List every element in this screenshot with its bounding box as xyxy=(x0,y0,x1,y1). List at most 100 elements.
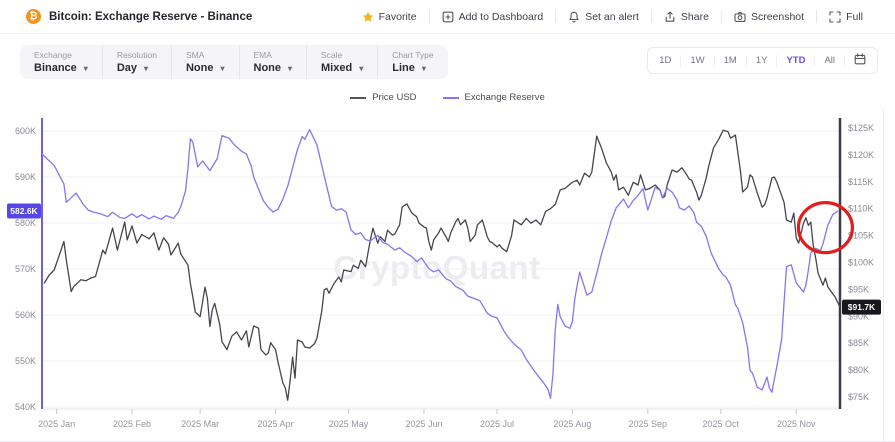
action-label: Add to Dashboard xyxy=(458,10,544,23)
header-bar: ₿ Bitcoin: Exchange Reserve - Binance Fa… xyxy=(0,0,895,34)
annotation-circle xyxy=(796,201,855,255)
legend-swatch xyxy=(350,96,367,99)
price-current-badge xyxy=(842,299,881,315)
chevron-down-icon: ▾ xyxy=(359,63,364,73)
legend-swatch xyxy=(442,96,459,99)
left-axis-tick-label: 550K xyxy=(15,356,36,366)
x-axis-tick-label: 2025 Jan xyxy=(38,419,75,429)
x-axis-tick-label: 2025 May xyxy=(329,419,369,429)
range-separator xyxy=(844,54,845,67)
left-axis-tick-label: 580K xyxy=(15,218,36,228)
bell-icon xyxy=(568,11,580,23)
selector-sma[interactable]: SMA None ▾ xyxy=(172,45,240,79)
range-separator xyxy=(680,54,682,67)
right-axis-tick-label: $100K xyxy=(848,258,874,268)
right-axis-tick-label: $125K xyxy=(848,123,874,133)
legend-item-exchange-reserve[interactable]: Exchange Reserve xyxy=(442,92,545,103)
x-axis-tick-label: 2025 Jun xyxy=(405,419,442,429)
calendar-button[interactable] xyxy=(845,48,875,73)
range-all[interactable]: All xyxy=(815,48,844,73)
chart-settings-toolbar: Exchange Binance ▾ Resolution Day ▾ SMA None ▾ EM… xyxy=(20,45,448,79)
selector-label: Resolution xyxy=(116,50,157,60)
left-axis-tick-label: 600K xyxy=(15,126,36,136)
action-separator xyxy=(650,10,652,23)
selector-label: Exchange xyxy=(34,50,72,60)
action-label: Share xyxy=(680,10,709,23)
chevron-down-icon: ▾ xyxy=(421,63,426,73)
range-separator xyxy=(713,54,715,67)
range-separator xyxy=(814,54,816,67)
selector-label: Scale xyxy=(321,50,343,60)
action-screenshot[interactable]: Screenshot xyxy=(722,11,816,23)
left-axis-tick-label: 540K xyxy=(15,402,36,412)
action-label: Screenshot xyxy=(750,10,805,23)
star-icon xyxy=(362,11,374,23)
x-axis-tick-label: 2025 Feb xyxy=(113,419,151,429)
action-label: Full xyxy=(846,10,863,23)
fullscreen-icon xyxy=(829,10,841,23)
right-axis-tick-label: $80K xyxy=(848,365,869,375)
action-label: Favorite xyxy=(378,10,417,23)
dashboard-add-icon xyxy=(442,11,454,23)
reserve-current-badge xyxy=(7,203,41,219)
action-separator xyxy=(720,10,722,23)
range-1m[interactable]: 1M xyxy=(715,48,746,73)
legend-item-price-usd[interactable]: Price USD xyxy=(350,92,417,103)
action-full[interactable]: Full xyxy=(817,11,875,23)
range-separator xyxy=(776,54,778,67)
share-icon xyxy=(664,10,676,23)
action-share[interactable]: Share xyxy=(652,11,721,23)
selector-value: Day xyxy=(116,62,137,74)
chevron-down-icon: ▾ xyxy=(144,63,149,73)
card-right-edge xyxy=(883,108,884,442)
action-set-alert[interactable]: Set an alert xyxy=(556,11,651,23)
x-axis-tick-label: 2025 Jul xyxy=(480,419,514,429)
price-current-value: $91.7K xyxy=(848,302,876,312)
action-favorite[interactable]: Favorite xyxy=(350,11,429,23)
camera-icon xyxy=(734,11,746,23)
x-axis-tick-label: 2025 Mar xyxy=(181,419,219,429)
selector-label: Chart Type xyxy=(392,50,434,60)
chart-legend: Price USD Exchange Reserve xyxy=(0,92,895,103)
left-axis-tick-label: 590K xyxy=(15,172,36,182)
action-add-to-dashboard[interactable]: Add to Dashboard xyxy=(430,11,556,23)
bitcoin-icon: ₿ xyxy=(26,9,41,24)
legend-label: Exchange Reserve xyxy=(464,92,545,103)
reserve-current-value: 582.6K xyxy=(10,206,38,216)
range-1d[interactable]: 1D xyxy=(650,48,680,73)
selector-chart-type[interactable]: Chart Type Line ▾ xyxy=(378,45,447,79)
time-range-toolbar: 1D 1W 1M 1Y YTD All xyxy=(647,47,878,74)
right-axis-tick-label: $115K xyxy=(848,177,873,187)
selector-ema[interactable]: EMA None ▾ xyxy=(240,45,308,79)
x-axis-tick-label: 2025 Nov xyxy=(777,419,816,429)
header-actions: Favorite Add to Dashboard Set an alert Shar… xyxy=(350,10,875,23)
selector-value: Line xyxy=(392,62,415,74)
x-axis-tick-label: 2025 Apr xyxy=(258,419,294,429)
right-axis-tick-label: $120K xyxy=(848,150,874,160)
range-1y[interactable]: 1Y xyxy=(747,48,777,73)
selector-exchange[interactable]: Exchange Binance ▾ xyxy=(20,45,103,79)
selector-label: SMA xyxy=(185,50,205,60)
selector-value: None xyxy=(253,62,282,74)
action-separator xyxy=(555,10,557,23)
right-axis-tick-label: $85K xyxy=(848,338,869,348)
left-axis-tick-label: 560K xyxy=(15,310,36,320)
legend-label: Price USD xyxy=(372,92,417,103)
x-axis-tick-label: 2025 Aug xyxy=(553,419,591,429)
series-line-price-usd xyxy=(43,129,841,401)
x-axis-tick-label: 2025 Oct xyxy=(703,419,740,429)
range-1w[interactable]: 1W xyxy=(681,48,713,73)
range-separator xyxy=(745,54,747,67)
left-axis-tick-label: 570K xyxy=(15,264,36,274)
right-axis-tick-label: $105K xyxy=(848,231,874,241)
selector-resolution[interactable]: Resolution Day ▾ xyxy=(103,45,172,79)
action-separator xyxy=(816,10,818,23)
chevron-down-icon: ▾ xyxy=(83,63,88,73)
right-axis-tick-label: $75K xyxy=(848,392,869,402)
right-axis-tick-label: $95K xyxy=(848,284,869,294)
range-ytd[interactable]: YTD xyxy=(777,48,814,73)
selector-scale[interactable]: Scale Mixed ▾ xyxy=(307,45,379,79)
calendar-icon xyxy=(854,52,866,70)
